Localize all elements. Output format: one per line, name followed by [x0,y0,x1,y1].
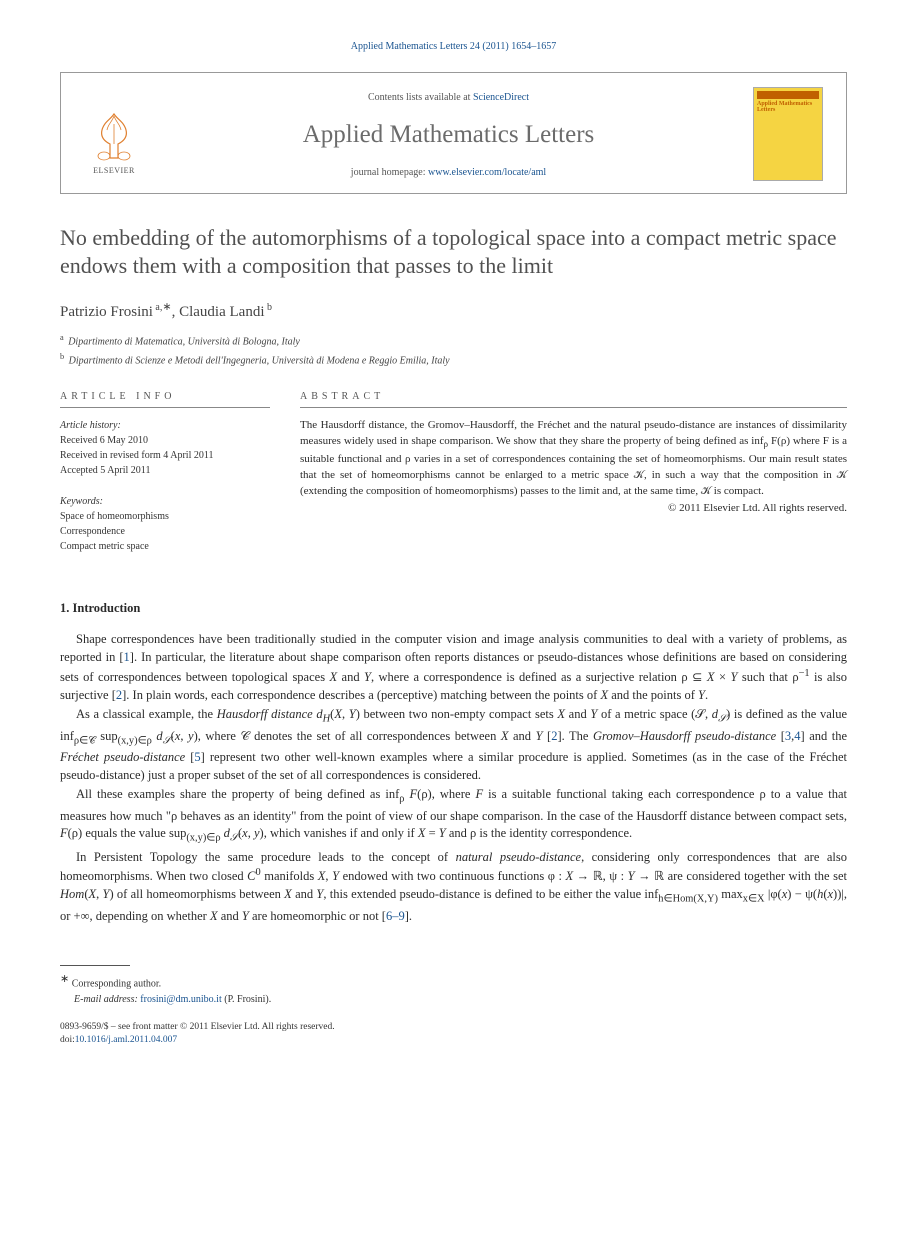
journal-cover-thumb: Applied Mathematics Letters [753,87,823,181]
article-history: Article history: Received 6 May 2010 Rec… [60,418,270,478]
body-paragraph: Shape correspondences have been traditio… [60,631,847,704]
footnote-rule [60,965,130,966]
header-center: Contents lists available at ScienceDirec… [149,87,748,181]
issn-copyright-line: 0893-9659/$ – see front matter © 2011 El… [60,1021,847,1034]
section-heading-intro: 1. Introduction [60,600,847,617]
affiliation: b Dipartimento di Scienze e Metodi dell'… [60,351,847,368]
keywords-block: Keywords: Space of homeomorphisms Corres… [60,494,270,554]
abstract-copyright: © 2011 Elsevier Ltd. All rights reserved… [300,501,847,516]
affiliation: a Dipartimento di Matematica, Università… [60,332,847,349]
abstract-column: ABSTRACT The Hausdorff distance, the Gro… [300,390,847,571]
abstract-label: ABSTRACT [300,390,847,409]
email-footnote: E-mail address: frosini@dm.unibo.it (P. … [60,993,847,1007]
journal-homepage-link[interactable]: www.elsevier.com/locate/aml [428,167,546,178]
contents-available-line: Contents lists available at ScienceDirec… [149,91,748,105]
authors: Patrizio Frosini a,∗, Claudia Landi b [60,300,847,322]
page-footer: ∗ Corresponding author. E-mail address: … [60,965,847,1047]
history-line: Received 6 May 2010 [60,433,270,448]
body-paragraph: As a classical example, the Hausdorff di… [60,706,847,784]
publisher-logo-block: ELSEVIER [79,87,149,181]
article-info-label: ARTICLE INFO [60,390,270,409]
doi-link[interactable]: 10.1016/j.aml.2011.04.007 [75,1035,177,1045]
sciencedirect-link[interactable]: ScienceDirect [473,92,529,103]
cover-title: Applied Mathematics Letters [757,101,819,114]
keyword: Space of homeomorphisms [60,509,270,524]
page: Applied Mathematics Letters 24 (2011) 16… [0,0,907,1097]
homepage-prefix: journal homepage: [351,167,428,178]
contents-prefix: Contents lists available at [368,92,473,103]
affiliations: a Dipartimento di Matematica, Università… [60,332,847,368]
keyword: Correspondence [60,524,270,539]
history-line: Accepted 5 April 2011 [60,463,270,478]
article-title: No embedding of the automorphisms of a t… [60,224,847,280]
publication-info-block: 0893-9659/$ – see front matter © 2011 El… [60,1021,847,1048]
journal-cover-thumb-area: Applied Mathematics Letters [748,87,828,181]
running-citation: Applied Mathematics Letters 24 (2011) 16… [60,40,847,54]
journal-header-box: ELSEVIER Contents lists available at Sci… [60,72,847,194]
keywords-label: Keywords: [60,494,270,509]
body-paragraph: All these examples share the property of… [60,786,847,846]
author-email-link[interactable]: frosini@dm.unibo.it [140,994,221,1005]
body-paragraph: In Persistent Topology the same procedur… [60,849,847,926]
journal-homepage-line: journal homepage: www.elsevier.com/locat… [149,166,748,180]
corresponding-author-note: ∗ Corresponding author. [60,972,847,991]
history-label: Article history: [60,418,270,433]
doi-line: doi:10.1016/j.aml.2011.04.007 [60,1034,847,1047]
abstract-text: The Hausdorff distance, the Gromov–Hausd… [300,418,847,499]
article-info-column: ARTICLE INFO Article history: Received 6… [60,390,270,571]
email-label: E-mail address: [74,994,138,1005]
history-line: Received in revised form 4 April 2011 [60,448,270,463]
publisher-name: ELSEVIER [93,166,135,177]
email-attribution: (P. Frosini). [224,994,271,1005]
keyword: Compact metric space [60,539,270,554]
elsevier-tree-icon [90,110,138,164]
info-abstract-row: ARTICLE INFO Article history: Received 6… [60,390,847,571]
journal-name: Applied Mathematics Letters [149,118,748,152]
